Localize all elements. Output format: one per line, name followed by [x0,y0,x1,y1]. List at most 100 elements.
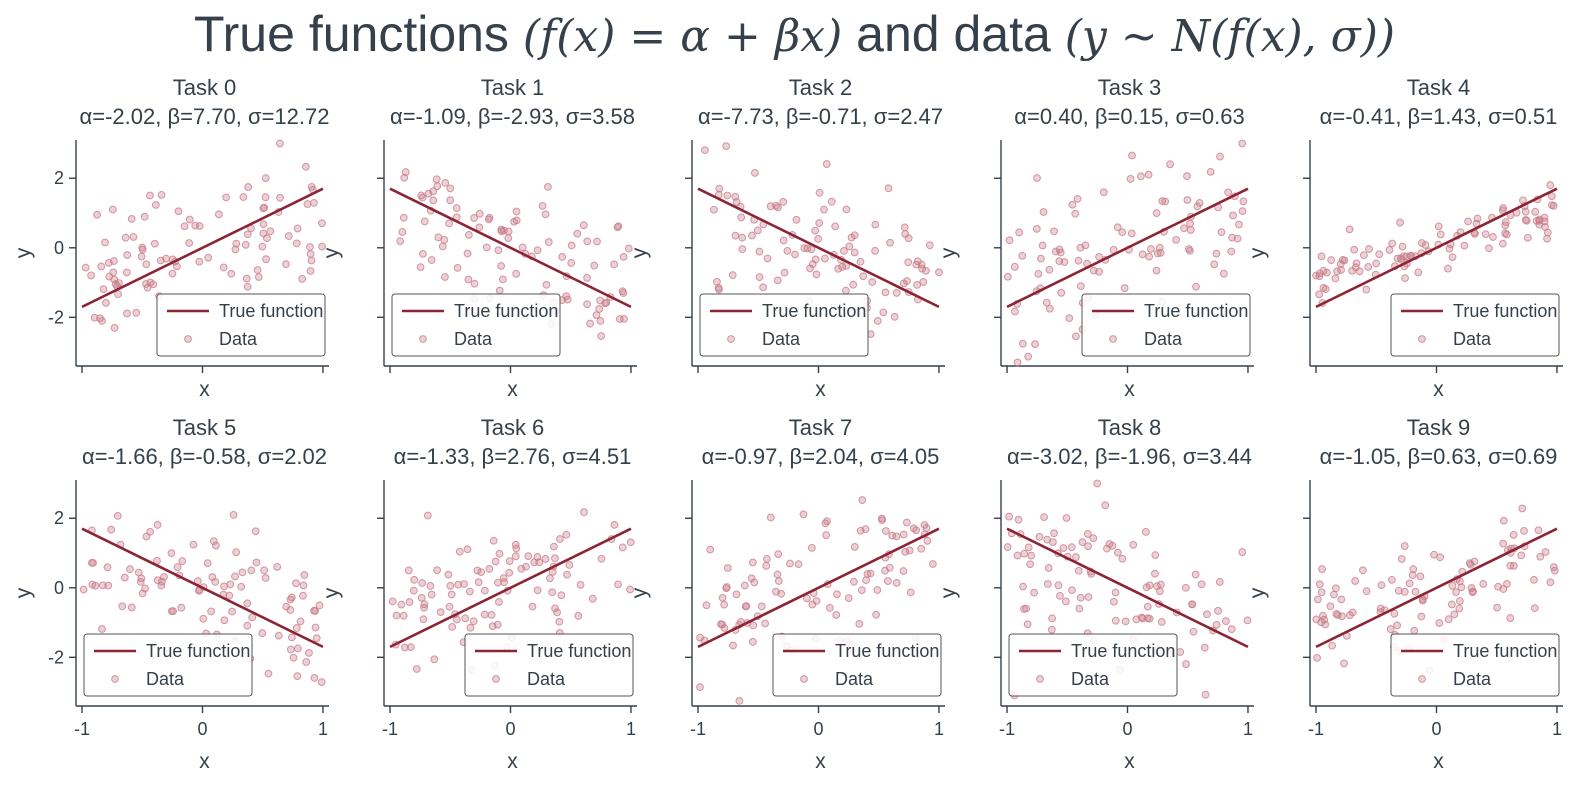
data-point [842,205,851,214]
data-point [1176,648,1185,656]
data-point [803,594,811,603]
data-point [1033,174,1041,182]
data-point [441,273,449,281]
data-point [229,510,238,519]
data-point [274,631,283,640]
data-point [1061,597,1070,606]
data-point [420,217,429,226]
data-point [243,230,252,239]
data-point [580,508,588,517]
data-point [517,564,526,573]
data-point [1031,340,1039,349]
data-point [318,242,326,251]
data-point [433,182,442,191]
data-point [473,566,482,575]
data-point [1023,620,1032,629]
data-point [1210,260,1219,269]
data-point [538,202,547,210]
data-point [1186,219,1194,228]
data-point [1181,583,1190,592]
data-point [211,578,220,586]
data-point [1312,615,1321,624]
data-point [524,552,533,560]
data-point [238,568,247,577]
data-point [1400,542,1409,550]
data-point [1010,262,1019,271]
data-point [1224,188,1233,197]
data-point [548,588,557,597]
data-point [495,549,504,558]
data-point [1156,580,1165,589]
data-point [772,201,780,210]
data-point [715,184,724,193]
data-point [696,683,704,691]
legend: True function Data [1390,293,1560,357]
data-point [906,588,915,597]
data-point [763,254,772,263]
data-point [583,237,592,246]
data-point [1215,578,1224,586]
data-point [774,550,783,558]
data-point [1447,600,1456,609]
data-point [445,219,454,228]
data-point [1355,267,1364,276]
data-point [832,611,841,619]
data-point [1501,218,1510,226]
data-point [1153,582,1161,591]
subplot-params: α=-1.66, β=-0.58, σ=2.02 [82,444,327,469]
data-point [404,566,413,575]
data-point [1238,139,1247,148]
data-point [1126,175,1135,183]
data-point [1047,625,1056,634]
data-point [626,585,634,594]
data-point [1109,597,1118,606]
data-point [1201,690,1210,699]
x-tick-label: 1 [934,719,944,739]
data-point [748,231,756,240]
data-point [107,525,116,534]
data-point [1084,542,1092,551]
data-point [1543,228,1552,237]
data-point [855,620,864,628]
data-point [812,270,821,279]
data-point [121,233,130,242]
data-point [576,580,585,589]
data-point [475,223,484,232]
data-point [512,207,521,216]
data-point [1071,332,1080,341]
data-point [251,527,260,536]
data-point [185,239,194,247]
data-point [1317,588,1326,597]
data-point [1081,241,1090,250]
data-point [209,537,218,546]
data-point [1027,551,1036,560]
data-point [416,263,425,272]
data-point [195,222,204,230]
data-point [1448,581,1457,590]
data-point [1350,245,1359,254]
data-point [461,614,470,623]
data-point [1039,208,1048,216]
data-point [146,191,154,200]
legend-marker-data [1109,335,1117,343]
data-point [398,228,407,236]
data-point [620,315,628,323]
data-point [1229,211,1237,220]
data-point [1147,245,1155,253]
data-point [1409,565,1418,574]
data-point [149,280,158,289]
data-point [811,255,820,264]
data-point [469,617,478,626]
data-point [722,583,731,591]
data-point [882,527,890,535]
data-point [1319,266,1328,275]
data-point [806,264,814,273]
data-point [755,247,764,256]
data-point [475,209,484,218]
data-point [511,552,520,561]
data-point [463,545,472,554]
y-tick-label: 0 [54,238,64,258]
data-point [868,278,877,286]
data-point [286,645,295,654]
data-point [180,222,189,231]
